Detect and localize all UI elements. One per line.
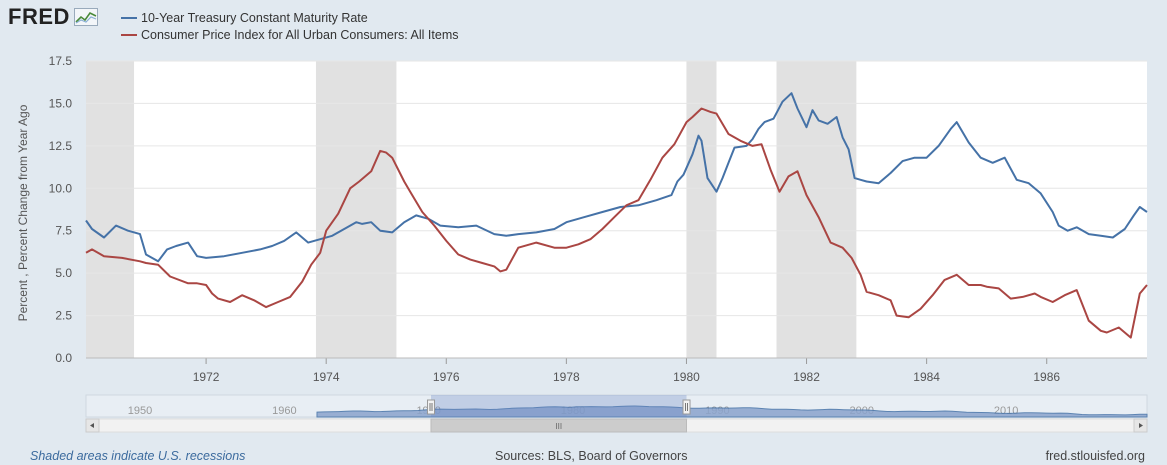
arrow-left-icon bbox=[90, 423, 94, 428]
navigator-selection bbox=[431, 395, 687, 417]
x-tick-label: 1978 bbox=[553, 370, 580, 384]
fred-logo[interactable]: FRED bbox=[8, 4, 98, 30]
navigator-series-area bbox=[316, 405, 1148, 418]
x-tick-label: 1984 bbox=[913, 370, 940, 384]
navigator-handle[interactable] bbox=[427, 399, 436, 415]
axes: 0.0 2.5 5.0 7.5 10.0 12.5 15.0 17.5 1972 1974 1976… bbox=[49, 54, 1147, 384]
x-tick-label: 1980 bbox=[673, 370, 700, 384]
y-tick-label: 10.0 bbox=[49, 181, 73, 195]
sources-text: Sources: BLS, Board of Governors bbox=[495, 449, 688, 463]
y-tick-label: 15.0 bbox=[49, 96, 73, 110]
chart-line-icon bbox=[73, 8, 98, 26]
recession-band bbox=[86, 61, 135, 358]
fred-logo-text: FRED bbox=[8, 4, 70, 29]
y-axis-label: Percent , Percent Change from Year Ago bbox=[16, 104, 30, 321]
legend-label-cpi: Consumer Price Index for All Urban Consu… bbox=[141, 27, 459, 42]
recession-band bbox=[776, 61, 857, 358]
series-line-treasury bbox=[85, 92, 1148, 263]
legend-item-treasury[interactable]: 10-Year Treasury Constant Maturity Rate bbox=[121, 9, 458, 26]
scrollbar-thumb[interactable] bbox=[430, 418, 688, 433]
x-tick-label: 1976 bbox=[433, 370, 460, 384]
site-link[interactable]: fred.stlouisfed.org bbox=[1045, 449, 1145, 463]
legend-label-treasury: 10-Year Treasury Constant Maturity Rate bbox=[141, 10, 368, 25]
range-navigator[interactable]: 1950196019701980199020002010III bbox=[85, 394, 1148, 433]
y-tick-label: 5.0 bbox=[55, 266, 72, 280]
recession-band bbox=[686, 61, 717, 358]
x-tick-label: 1974 bbox=[313, 370, 340, 384]
navigator-handle[interactable] bbox=[682, 399, 691, 415]
navigator-year-label: 1950 bbox=[128, 405, 152, 417]
x-tick-label: 1972 bbox=[193, 370, 220, 384]
navigator-year-label: 1960 bbox=[272, 405, 296, 417]
chart-area: 0.0 2.5 5.0 7.5 10.0 12.5 15.0 17.5 1972 1974 1976… bbox=[16, 54, 1148, 433]
x-tick-label: 1986 bbox=[1033, 370, 1060, 384]
arrow-right-icon bbox=[1139, 423, 1143, 428]
plot-background bbox=[86, 61, 1147, 358]
legend-swatch-treasury bbox=[121, 16, 137, 19]
chart-legend: 10-Year Treasury Constant Maturity Rate … bbox=[121, 9, 458, 43]
y-tick-label: 7.5 bbox=[55, 224, 72, 238]
legend-swatch-cpi bbox=[121, 33, 137, 36]
scrollbar-thumb-grip: III bbox=[555, 422, 562, 431]
recession-note: Shaded areas indicate U.S. recessions bbox=[30, 449, 246, 463]
series-lines bbox=[85, 92, 1148, 339]
legend-item-cpi[interactable]: Consumer Price Index for All Urban Consu… bbox=[121, 26, 458, 43]
y-tick-label: 0.0 bbox=[55, 351, 72, 365]
recession-shading bbox=[86, 61, 857, 358]
y-tick-label: 17.5 bbox=[49, 54, 73, 68]
y-tick-label: 12.5 bbox=[49, 139, 73, 153]
y-tick-label: 2.5 bbox=[55, 309, 72, 323]
series-line-cpi bbox=[85, 107, 1148, 339]
recession-band bbox=[315, 61, 397, 358]
x-tick-label: 1982 bbox=[793, 370, 820, 384]
